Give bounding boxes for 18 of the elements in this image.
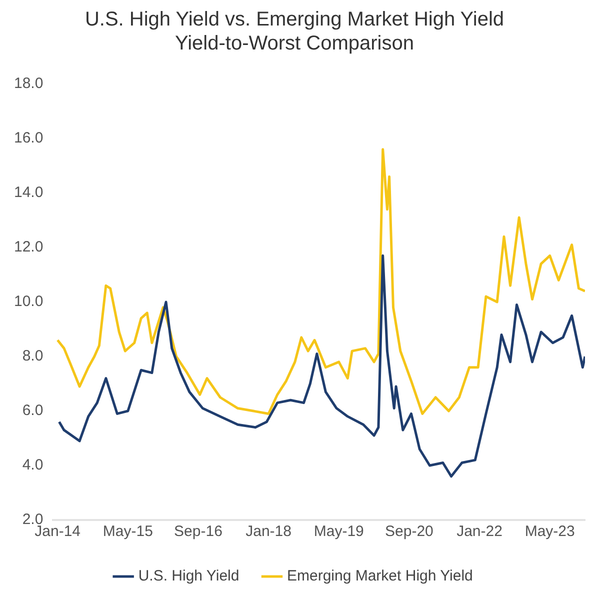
- x-tick-label: Jan-22: [456, 523, 502, 540]
- legend-label: U.S. High Yield: [138, 568, 240, 585]
- y-tick-label: 14.0: [14, 184, 44, 202]
- x-tick-label: Jan-18: [246, 523, 292, 540]
- x-tick-label: Sep-16: [174, 523, 222, 540]
- y-tick-label: 10.0: [14, 293, 44, 310]
- y-tick-label: 12.0: [14, 238, 44, 256]
- y-tick-label: 18.0: [14, 75, 44, 92]
- y-tick-label: 16.0: [14, 130, 44, 147]
- x-tick-label: Sep-20: [385, 523, 434, 540]
- y-tick-label: 4.0: [22, 456, 44, 474]
- x-tick-label: May-15: [102, 523, 153, 540]
- y-tick-label: 6.0: [22, 402, 44, 420]
- y-tick-label: 8.0: [22, 348, 44, 365]
- chart-title: U.S. High Yield vs. Emerging Market High Yield Yield-to-Worst Comparison: [84, 8, 504, 55]
- legend-label: Emerging Market High Yield: [286, 568, 473, 585]
- x-tick-label: May-19: [314, 523, 364, 540]
- x-tick-label: May-23: [524, 523, 575, 540]
